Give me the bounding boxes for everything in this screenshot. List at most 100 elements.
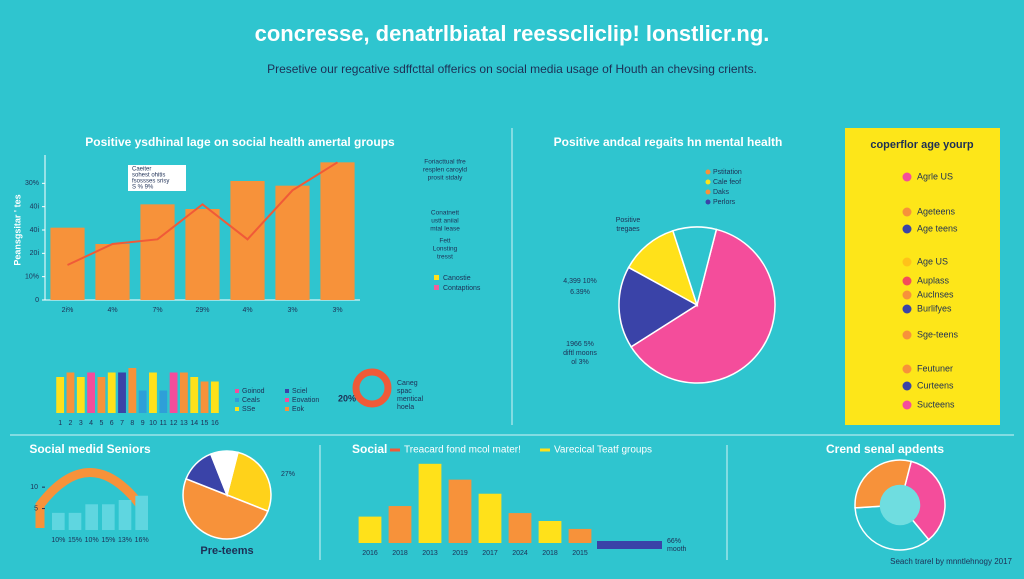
bar (52, 512, 65, 530)
y-tick-label: 40i (30, 204, 40, 211)
highlight-bar (597, 541, 662, 549)
legend-swatch (285, 389, 289, 393)
sidebar-panel (845, 128, 1000, 425)
annotation: S % 9% (132, 185, 154, 191)
chart-title: Positive ysdhinal lage on social health … (85, 135, 395, 149)
donut-center (879, 484, 921, 526)
bar (358, 516, 382, 543)
stat-caption: hoela (397, 404, 414, 411)
x-tick-label: 8 (130, 420, 134, 427)
x-tick-label: 10% (85, 537, 99, 544)
bar (169, 372, 178, 413)
bar (102, 504, 115, 530)
legend-swatch (235, 389, 239, 393)
x-tick-label: 14 (190, 420, 198, 427)
x-tick-label: 2015 (572, 550, 588, 557)
annotation: 4,399 10% (563, 278, 596, 285)
sidebar-dot (902, 207, 912, 217)
legend-label: Daks (713, 189, 729, 196)
bar (388, 506, 412, 543)
legend-swatch (285, 398, 289, 402)
sidebar-dot (902, 330, 912, 340)
sidebar-dot (902, 224, 912, 234)
legend-label: Goinod (242, 388, 265, 395)
pie-slice (226, 451, 272, 513)
x-tick-label: 11 (160, 420, 167, 427)
note: ustt aniial (431, 218, 459, 225)
y-tick-label: 5 (34, 505, 38, 512)
legend-dot (705, 199, 711, 205)
sidebar-label: Agrle US (917, 171, 953, 181)
sidebar-dot (902, 290, 912, 300)
sidebar-label: Auclnses (917, 289, 954, 299)
legend-label: Varecical Teatf groups (554, 445, 652, 456)
pie-slice (209, 450, 239, 498)
bar (185, 209, 220, 300)
sidebar-dot (902, 364, 912, 374)
y-tick-label: 0 (35, 297, 39, 304)
legend-dot (705, 169, 711, 175)
note: tresst (437, 254, 453, 261)
x-tick-label: 13% (118, 537, 132, 544)
legend-label: Contaptions (443, 285, 481, 292)
bar (95, 244, 130, 300)
legend-label: Eovation (292, 397, 319, 404)
note: Foriacttual tfre (424, 159, 466, 166)
chart-title: Social medid Seniors (29, 442, 151, 456)
sidebar-dot (902, 172, 912, 182)
x-tick-label: 5 (99, 420, 103, 427)
legend-swatch (285, 407, 289, 411)
x-tick-label: 2024 (512, 550, 528, 557)
x-tick-label: 16% (135, 537, 149, 544)
chart-title: Pre-teems (200, 545, 253, 557)
x-tick-label: 2018 (392, 550, 408, 557)
x-tick-label: 2017 (482, 550, 498, 557)
x-tick-label: 15 (201, 420, 209, 427)
annotation-box (128, 165, 186, 191)
x-tick-label: 3 (79, 420, 83, 427)
annotation: tregaes (616, 226, 640, 233)
sidebar-dot (902, 304, 912, 314)
bar (68, 512, 82, 530)
bar (200, 381, 209, 413)
chart-title: Positive andcal regaits hn mental health (554, 135, 783, 149)
page-title: concresse, denatrlbiatal reesscliclip! l… (255, 21, 770, 46)
x-tick-label: 2013 (422, 550, 438, 557)
bar (320, 162, 355, 300)
legend-swatch (235, 407, 239, 411)
sidebar-label: Sge-teens (917, 329, 959, 339)
x-tick-label: 3% (287, 307, 297, 314)
bar (118, 372, 126, 413)
stat-caption: spac (397, 388, 412, 395)
x-tick-label: 2 (69, 420, 73, 427)
legend-swatch (434, 275, 439, 280)
x-tick-label: 10 (149, 420, 157, 427)
x-tick-label: 29% (195, 307, 209, 314)
bar (76, 377, 85, 413)
bar (275, 185, 310, 300)
bar (107, 372, 116, 413)
chart-title: Social (352, 442, 387, 456)
x-tick-label: 2i% (62, 307, 74, 314)
annotation: ol 3% (571, 359, 589, 366)
legend-label: Eok (292, 406, 305, 413)
sidebar-label: Burlifyes (917, 303, 952, 313)
legend-swatch (235, 398, 239, 402)
note: prosit stdaly (428, 175, 463, 182)
bar (97, 377, 106, 413)
sidebar-label: Feutuner (917, 363, 953, 373)
pie-slice (899, 460, 946, 541)
annotation: sohest ohitis (132, 173, 165, 179)
bar (85, 504, 98, 530)
bar (159, 390, 168, 413)
pie-slice (854, 504, 930, 551)
pie-slice (630, 228, 776, 384)
trend-line (67, 161, 339, 266)
note: Lonsting (433, 246, 458, 253)
sidebar-label: Age teens (917, 223, 958, 233)
annotation: 66% (667, 538, 681, 545)
bar (508, 513, 532, 543)
sidebar-title: coperflor age yourp (870, 139, 974, 151)
sidebar-dot (902, 257, 912, 267)
